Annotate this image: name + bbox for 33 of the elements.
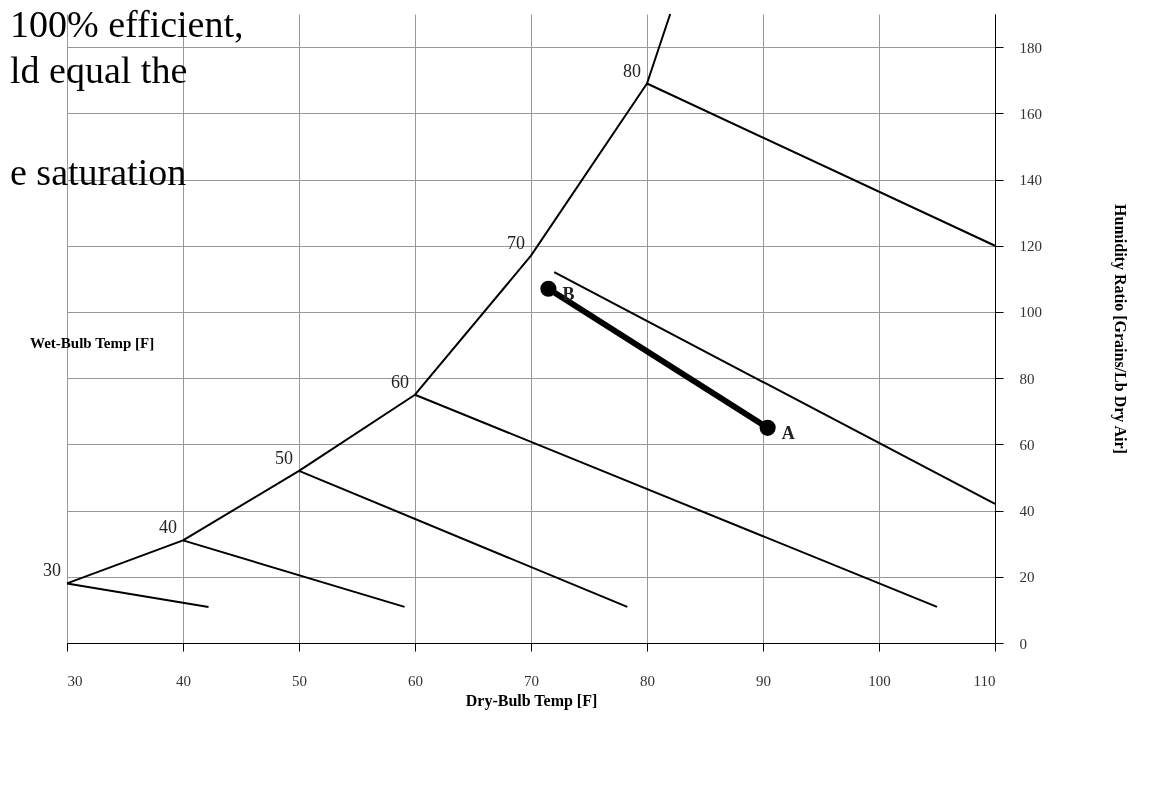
x-tick-label: 40 xyxy=(176,672,191,689)
x-tick-label: 30 xyxy=(67,672,83,689)
x-tick-label: 80 xyxy=(640,672,655,689)
x-tick-label: 110 xyxy=(973,672,996,689)
annotation: 50 xyxy=(275,447,293,468)
y-tick-label: 160 xyxy=(1019,105,1042,122)
y-tick-label: 20 xyxy=(1019,569,1035,586)
y-tick-label: 100 xyxy=(1019,304,1042,321)
annotation: B xyxy=(562,283,575,304)
annotation: e saturation xyxy=(10,150,187,194)
annotation: 70 xyxy=(507,232,525,253)
annotation: ld equal the xyxy=(10,48,188,92)
annotation: 40 xyxy=(159,517,177,538)
x-tick-label: 100 xyxy=(868,672,891,689)
x-tick-label: 60 xyxy=(408,672,423,689)
x-tick-label: 90 xyxy=(756,672,771,689)
x-tick-label: 50 xyxy=(292,672,307,689)
y-tick-label: 0 xyxy=(1019,635,1027,652)
y-tick-label: 60 xyxy=(1019,436,1035,453)
annotation: 100% efficient, xyxy=(10,2,244,46)
x-tick-label: 70 xyxy=(524,672,539,689)
annotation: A xyxy=(781,422,795,443)
annotation: 60 xyxy=(391,371,409,392)
y-tick-label: 180 xyxy=(1019,39,1042,56)
annotation: Wet-Bulb Temp [F] xyxy=(30,335,155,352)
annotation: 30 xyxy=(43,560,61,581)
y-tick-label: 140 xyxy=(1019,172,1042,189)
y-tick-label: 40 xyxy=(1019,503,1035,520)
annotation: 80 xyxy=(623,60,641,81)
y-axis-title: Humidity Ratio [Grains/Lb Dry Air] xyxy=(1111,204,1129,454)
y-tick-label: 80 xyxy=(1019,370,1035,387)
x-axis-title: Dry-Bulb Temp [F] xyxy=(465,691,598,710)
y-tick-label: 120 xyxy=(1019,238,1042,255)
